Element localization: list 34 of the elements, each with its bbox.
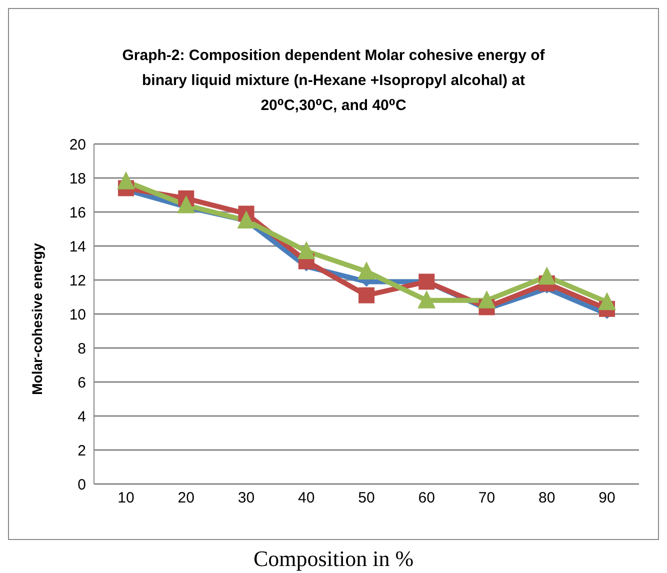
point bbox=[358, 262, 376, 280]
y-tick-label: 0 bbox=[78, 476, 86, 494]
x-tick-label: 80 bbox=[538, 490, 556, 507]
point bbox=[418, 290, 436, 308]
x-tick-label: 70 bbox=[478, 490, 496, 507]
point bbox=[297, 241, 316, 260]
y-tick-label: 2 bbox=[78, 442, 86, 460]
y-axis-title: Molar-cohesive energy bbox=[29, 243, 46, 395]
x-axis-title: Composition in % bbox=[252, 546, 415, 572]
y-tick-label: 18 bbox=[69, 170, 86, 188]
point bbox=[237, 210, 256, 228]
point bbox=[358, 287, 374, 304]
x-tick-label: 30 bbox=[238, 490, 255, 507]
point bbox=[478, 290, 496, 308]
x-tick-label: 20 bbox=[178, 490, 194, 507]
x-tick-label: 10 bbox=[118, 490, 134, 507]
x-tick-label: 90 bbox=[598, 490, 616, 507]
x-tick-label: 60 bbox=[418, 490, 435, 507]
y-tick-label: 8 bbox=[78, 340, 86, 358]
point bbox=[598, 292, 616, 310]
y-tick-label: 10 bbox=[69, 306, 86, 324]
point bbox=[538, 266, 556, 285]
point bbox=[117, 171, 135, 190]
x-tick-label: 40 bbox=[298, 490, 315, 507]
point bbox=[418, 274, 435, 290]
point bbox=[177, 195, 196, 214]
chart-title: Graph-2: Composition dependent Molar cohesive energy of binary liquid mixture (n-Hexane +Isopropyl alcohal) at 20⁰C,30⁰C, and 40⁰C bbox=[121, 46, 546, 116]
y-tick-label: 20 bbox=[69, 136, 86, 154]
y-tick-label: 12 bbox=[69, 272, 86, 290]
y-tick-label: 4 bbox=[78, 408, 86, 426]
y-tick-label: 6 bbox=[78, 374, 86, 392]
x-tick-label: 50 bbox=[358, 490, 375, 507]
y-tick-label: 14 bbox=[69, 238, 86, 256]
y-tick-label: 16 bbox=[69, 204, 86, 222]
